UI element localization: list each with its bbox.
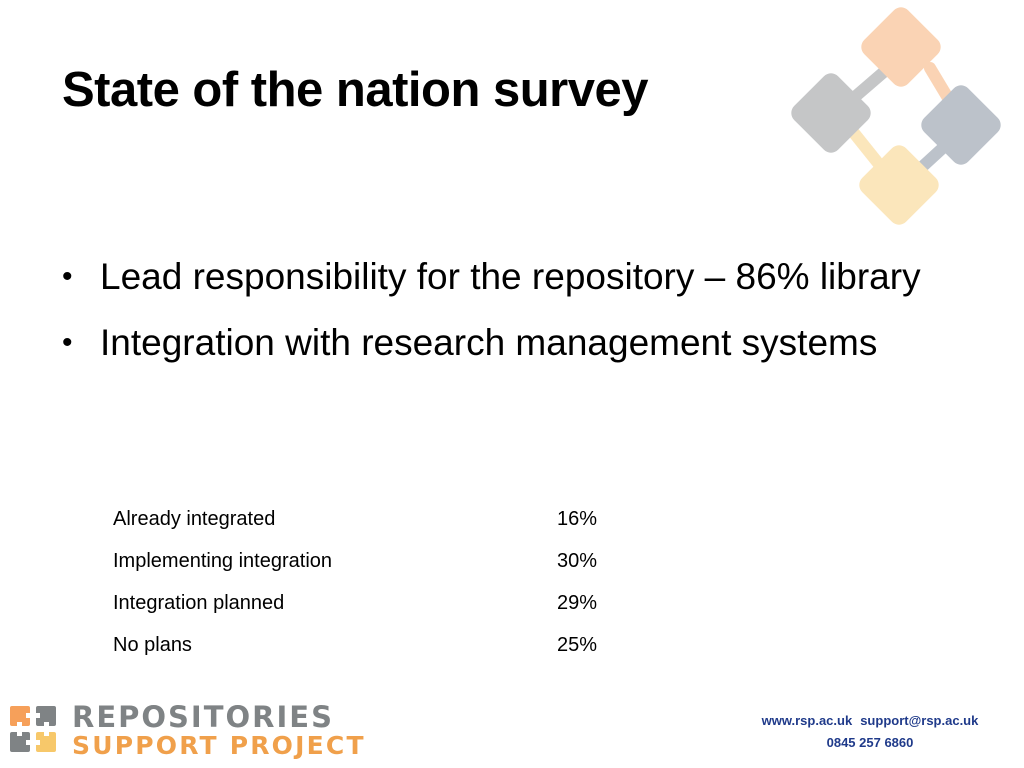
logo-text-support-project: SUPPORT PROJECT [72,731,366,760]
integration-stats-table: Already integrated 16% Implementing inte… [113,498,597,666]
bullet-item: • Lead responsibility for the repository… [62,250,962,304]
rsp-logo: REPOSITORIES SUPPORT PROJECT [8,700,364,760]
stat-label: No plans [113,633,192,656]
website-link[interactable]: www.rsp.ac.uk [761,713,853,728]
bullet-text: Integration with research management sys… [100,322,878,363]
phone-number: 0845 257 6860 [826,735,914,750]
interlocking-diamonds-icon [791,7,1001,225]
stat-label: Implementing integration [113,549,333,572]
table-row: Integration planned 29% [113,582,597,624]
table-row: No plans 25% [113,624,597,666]
stat-value: 16% [557,507,598,530]
bullet-dot-icon: • [62,326,73,359]
stat-label: Already integrated [113,507,276,530]
stat-value: 30% [557,549,598,572]
stat-value: 25% [557,633,598,656]
bullet-item: • Integration with research management s… [62,316,962,370]
table-row: Implementing integration 30% [113,540,597,582]
stat-label: Integration planned [113,591,285,614]
table-row: Already integrated 16% [113,498,597,540]
stat-value: 29% [557,591,598,614]
bullet-text: Lead responsibility for the repository –… [100,256,921,297]
rsp-logo-mark-icon [10,706,56,752]
bullet-dot-icon: • [62,260,73,293]
contact-info: www.rsp.ac.uk support@rsp.ac.uk 0845 257 … [720,710,1020,754]
logo-text-repositories: REPOSITORIES [72,700,334,734]
bullet-list: • Lead responsibility for the repository… [62,250,962,382]
slide-title: State of the nation survey [62,63,649,117]
email-link[interactable]: support@rsp.ac.uk [860,713,979,728]
